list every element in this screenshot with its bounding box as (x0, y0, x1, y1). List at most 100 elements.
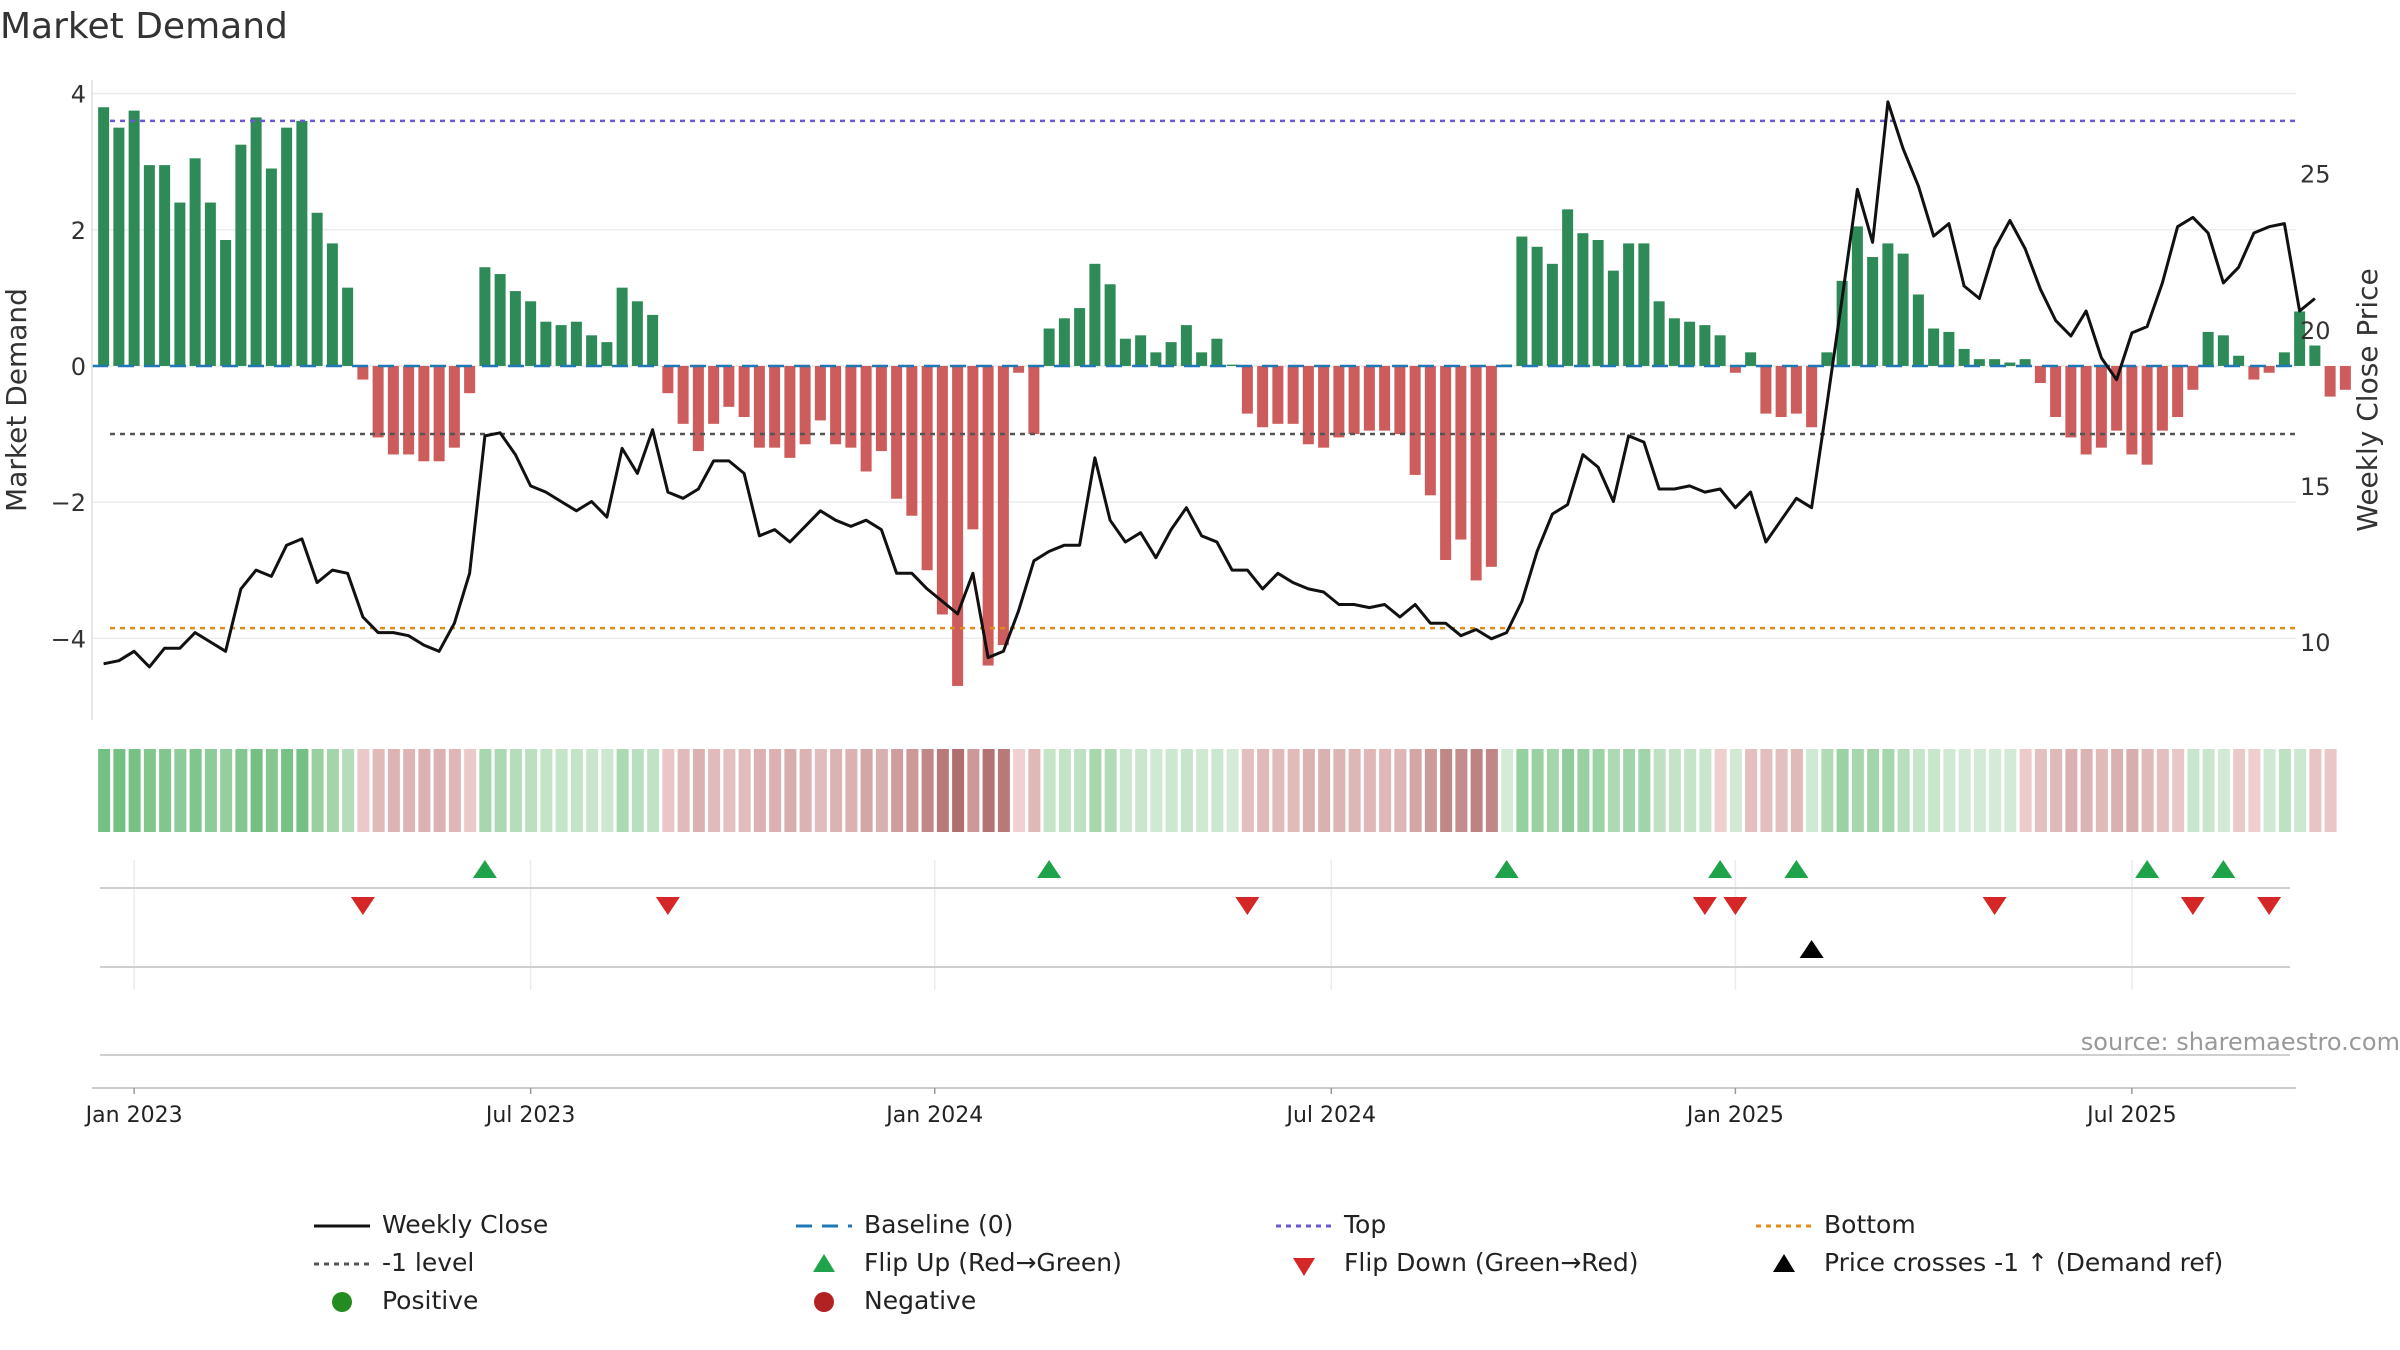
band-cell (1119, 749, 1132, 832)
band-cell (723, 749, 736, 832)
demand-bar (1379, 365, 1391, 431)
band-cell (265, 749, 278, 832)
demand-bar (723, 365, 735, 407)
band-cell (281, 749, 294, 832)
band-cell (784, 749, 797, 832)
band-cell (296, 749, 309, 832)
demand-bar (1699, 325, 1711, 366)
demand-bar (677, 365, 689, 424)
demand-bar (1531, 246, 1543, 366)
flip-up-marker (472, 860, 497, 878)
demand-bar (1424, 365, 1436, 496)
band-cell (2263, 749, 2276, 832)
demand-bar (1958, 348, 1970, 366)
demand-bar (2248, 365, 2260, 380)
band-cell (1379, 749, 1392, 832)
demand-bar (830, 365, 842, 445)
band-cell (570, 749, 583, 832)
demand-bar (1836, 280, 1848, 366)
band-cell (1546, 749, 1559, 832)
band-cell (2202, 749, 2215, 832)
band-cell (326, 749, 339, 832)
band-cell (1668, 749, 1681, 832)
demand-bar (1897, 253, 1909, 366)
band-cell (982, 749, 995, 832)
demand-bar (2095, 365, 2107, 448)
demand-bar (1363, 365, 1375, 431)
demand-bar (2324, 365, 2336, 397)
band-cell (509, 749, 522, 832)
demand-bar (357, 365, 369, 380)
band-cell (1104, 749, 1117, 832)
reference-lines (92, 119, 2296, 630)
band-cell (2294, 749, 2307, 832)
demand-bar (1089, 263, 1101, 366)
demand-bar (2172, 365, 2184, 418)
demand-bar (860, 365, 872, 472)
x-tick-label: Jul 2024 (1284, 1103, 1376, 1128)
demand-bar (2339, 365, 2351, 390)
demand-bar (2233, 355, 2245, 366)
demand-bar (1546, 263, 1558, 366)
band-cell (189, 749, 202, 832)
band-cell (1363, 749, 1376, 832)
band-cell (1013, 749, 1026, 832)
demand-bar (891, 365, 903, 499)
demand-bar (997, 365, 1009, 646)
band-cell (1928, 749, 1941, 832)
band-cell (708, 749, 721, 832)
demand-bar (403, 365, 415, 455)
band-cell (1028, 749, 1041, 832)
band-cell (1699, 749, 1712, 832)
band-cell (2187, 749, 2200, 832)
demand-bar (2065, 365, 2077, 438)
demand-bar (1638, 243, 1650, 366)
demand-bar (982, 365, 994, 666)
demand-bar (784, 365, 796, 458)
band-cell (1745, 749, 1758, 832)
demand-bar (845, 365, 857, 448)
band-cell (1516, 749, 1529, 832)
demand-bar (143, 165, 155, 366)
grid-layer (92, 92, 2296, 990)
y-right-axis-label: Weekly Close Price (2351, 268, 2384, 531)
demand-bar (799, 365, 811, 445)
demand-bar (631, 301, 643, 366)
demand-bar (1196, 352, 1208, 366)
band-cell (1623, 749, 1636, 832)
band-cell (814, 749, 827, 832)
demand-bar (189, 158, 201, 366)
demand-bar (540, 321, 552, 366)
y-left-tick-label: −4 (51, 625, 86, 653)
demand-bar (1104, 284, 1116, 366)
band-cell (1867, 749, 1880, 832)
demand-bar (1684, 321, 1696, 366)
source-label: source: sharemaestro.com (2081, 1028, 2400, 1056)
band-cell (936, 749, 949, 832)
demand-bar (1180, 325, 1192, 366)
band-cell (662, 749, 675, 832)
demand-bar (1074, 308, 1086, 366)
demand-bar (921, 365, 933, 571)
band-cell (601, 749, 614, 832)
demand-bar (1043, 328, 1055, 366)
demand-bar (1577, 233, 1589, 366)
demand-bar (433, 365, 445, 462)
demand-bar (753, 365, 765, 448)
band-cell (2004, 749, 2017, 832)
x-tick-label: Jul 2025 (2085, 1103, 2177, 1128)
demand-bar (220, 240, 232, 366)
demand-bar (2263, 365, 2275, 373)
flip-up-marker (2135, 860, 2160, 878)
band-cell (204, 749, 217, 832)
demand-bar (265, 168, 277, 366)
price-cross-marker (1799, 940, 1824, 958)
band-cell (1074, 749, 1087, 832)
band-cell (891, 749, 904, 832)
demand-bar (1226, 364, 1238, 366)
demand-bar (692, 365, 704, 452)
demand-bar (509, 291, 521, 366)
band-cell (1043, 749, 1056, 832)
band-cell (387, 749, 400, 832)
demand-bar (906, 365, 918, 516)
